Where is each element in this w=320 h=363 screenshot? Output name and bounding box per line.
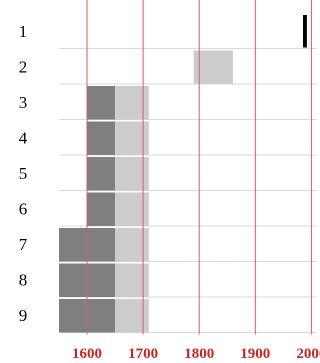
row-label-1: 1: [19, 22, 28, 41]
bar-segment-row-4-light: [115, 121, 149, 155]
bar-segment-row-7-light: [115, 228, 149, 262]
x-tick-label-1700: 1700: [128, 346, 158, 362]
row-label-9: 9: [19, 306, 28, 325]
bar-segment-row-4-dark: [87, 121, 115, 155]
bar-segment-row-6-dark: [87, 192, 115, 226]
x-tick-label-1900: 1900: [240, 346, 270, 362]
bar-segment-row-8-light: [115, 263, 149, 297]
bar-segment-row-5-dark: [87, 157, 115, 191]
bar-segment-row-2-light: [193, 50, 233, 84]
row-label-8: 8: [19, 270, 28, 289]
x-tick-label-2000: 2000: [296, 346, 320, 362]
vertical-gridlines: [86, 0, 312, 335]
row-label-2: 2: [19, 57, 28, 76]
row-label-6: 6: [19, 199, 28, 218]
bar-segment-row-1-black: [303, 15, 307, 48]
row-label-3: 3: [19, 93, 28, 112]
x-tick-label-1600: 1600: [72, 346, 102, 362]
bar-segment-row-3-light: [115, 86, 149, 120]
bar-segment-row-5-light: [115, 157, 149, 191]
bar-segment-row-9-light: [115, 299, 149, 333]
x-tick-labels: 1600 1700 1800 1900 2000: [72, 346, 320, 362]
row-label-4: 4: [19, 128, 28, 147]
bar-segment-row-3-dark: [87, 86, 115, 120]
row-label-7: 7: [19, 235, 28, 254]
row-labels: 1 2 3 4 5 6 7 8 9: [19, 22, 28, 325]
bar-segments: [59, 15, 307, 333]
row-label-5: 5: [19, 164, 28, 183]
bar-segment-row-6-light: [115, 192, 149, 226]
x-tick-label-1800: 1800: [184, 346, 214, 362]
